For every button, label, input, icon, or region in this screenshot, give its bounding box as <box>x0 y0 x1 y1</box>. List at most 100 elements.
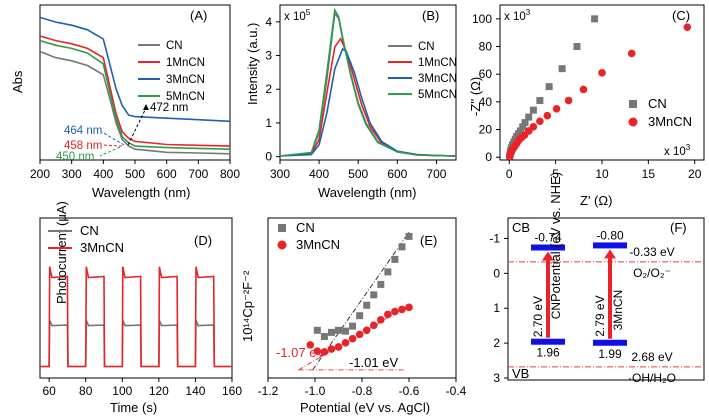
xtick-b-label: 500 <box>348 167 368 181</box>
xtick-d-label: 60 <box>42 384 56 398</box>
legend-c-marker-cn <box>629 100 637 108</box>
point-e-3mncn <box>348 334 357 343</box>
panel-d-label: (D) <box>194 233 212 248</box>
xtick-b-label: 300 <box>270 167 290 181</box>
point-e-3mncn <box>362 326 371 335</box>
xtick-d-label: 140 <box>185 384 205 398</box>
panel-b-label: (B) <box>422 8 439 23</box>
legend-cn: CN <box>166 40 183 52</box>
cb-bar-f <box>531 244 565 251</box>
vb-value-f: 1.99 <box>598 347 622 361</box>
point-c-cn <box>591 15 599 23</box>
xtick-e-label: -1.2 <box>258 384 279 398</box>
panel-d-frame <box>39 217 233 379</box>
point-e-cn <box>342 327 350 335</box>
ytick-f-label: -1 <box>489 231 500 245</box>
point-e-3mncn <box>384 310 392 319</box>
panel-f-label: (F) <box>670 220 687 235</box>
panel-b-yticks: 0 1 2 3 4 <box>265 15 280 164</box>
cb-value-f: -0.80 <box>596 228 624 242</box>
ytick-b-label: 1 <box>265 116 272 130</box>
panel-c: 0 5 10 15 20 0 20 40 60 80 100 x 103 x 103 -Z'' (… <box>468 4 705 208</box>
legend-e-marker-cn <box>278 224 286 232</box>
point-e-3mncn <box>369 321 378 330</box>
panel-c-legend: CN 3MnCN <box>628 96 692 129</box>
panel-c-series <box>505 15 692 161</box>
material-name-f: CN <box>549 302 563 319</box>
ref-f-species: O₂/O₂⁻ <box>633 266 671 280</box>
panel-a-legend: CN 1MnCN 3MnCN 5MnCN <box>138 40 205 103</box>
arrow-472 <box>127 107 147 146</box>
legend-5mncn: 5MnCN <box>166 91 205 103</box>
panel-d: 60 80 100 120 140 160 Photocurrent (μA) Time … <box>39 201 242 415</box>
annot-464: 464 nm <box>64 125 102 137</box>
xtick-d-label: 160 <box>222 384 242 398</box>
point-c-3mncn <box>627 49 636 58</box>
point-e-cn <box>377 280 385 288</box>
panel-c-label: (C) <box>672 8 690 23</box>
panel-e-legend: CN 3MnCN <box>277 220 340 252</box>
cb-value-f: -0.74 <box>534 231 562 245</box>
arrow-472-head <box>143 104 149 110</box>
point-c-cn <box>558 65 566 73</box>
point-c-3mncn <box>552 104 561 113</box>
panel-f-yticks: -1 0 1 2 3 <box>489 231 508 385</box>
panel-f-frame <box>507 217 705 381</box>
point-e-3mncn <box>313 347 322 355</box>
vb-bar-f <box>593 339 627 346</box>
point-c-3mncn <box>579 85 588 94</box>
point-c-cn <box>525 113 533 121</box>
point-e-cn <box>356 312 364 320</box>
panel-c-yticks: 0 20 40 60 80 100 <box>472 12 500 164</box>
panel-f: -1 0 1 2 3 -0.33 eV O₂/O₂⁻ 2.68 eV ·OH/H₂O -0.7… <box>489 172 705 385</box>
ref-f-value: -0.33 eV <box>629 245 674 259</box>
point-c-3mncn <box>683 23 692 31</box>
point-e-3mncn <box>327 345 336 353</box>
ytick-c-label: 80 <box>479 40 493 54</box>
ytick-c-label: 100 <box>472 12 492 26</box>
point-e-3mncn <box>377 316 385 324</box>
panel-d-xlabel: Time (s) <box>110 400 157 415</box>
panel-e-ylabel: 10¹⁴Cp⁻²F⁻² <box>240 270 255 342</box>
point-c-3mncn <box>598 69 606 77</box>
xtick-e-label: -0.8 <box>352 384 373 398</box>
legend-c-cn: CN <box>648 96 667 111</box>
point-e-3mncn <box>398 305 406 314</box>
point-c-cn <box>516 127 524 135</box>
panel-f-vb: VB <box>512 366 529 381</box>
panel-c-y-multiplier: x 103 <box>504 8 531 23</box>
legend-d-3mncn: 3MnCN <box>80 240 124 255</box>
point-c-3mncn <box>564 96 573 105</box>
xtick-a-label: 500 <box>125 167 145 181</box>
panel-b-ylabel: Intensity (a.u.) <box>245 23 260 105</box>
legend-e-marker-3mncn <box>277 240 287 250</box>
panel-c-frame <box>499 4 705 161</box>
xtick-d-label: 120 <box>149 384 169 398</box>
series-d-cn <box>40 320 232 368</box>
xtick-e-label: -0.4 <box>446 384 467 398</box>
point-c-cn <box>536 96 544 104</box>
legend-1mncn: 1MnCN <box>166 57 205 69</box>
panel-e-label: (E) <box>420 233 437 248</box>
legend-b-5mncn: 5MnCN <box>418 89 457 101</box>
point-e-cn <box>398 243 406 251</box>
xtick-b-label: 400 <box>309 167 329 181</box>
xtick-a-label: 800 <box>220 167 240 181</box>
panel-e: -1.2 -1.0 -0.8 -0.6 -0.4 10¹⁴Cp⁻²F⁻² Potenti… <box>240 217 467 415</box>
ytick-b-label: 3 <box>265 49 272 63</box>
panel-f-bands: -0.74 1.96 2.70 eV CN -0.80 1.99 2.79 eV 3MnCN <box>531 228 627 361</box>
point-e-3mncn <box>405 303 413 312</box>
panel-e-series <box>306 232 413 356</box>
legend-b-3mncn: 3MnCN <box>418 73 457 85</box>
point-e-cn <box>313 326 321 334</box>
panel-d-legend: CN 3MnCN <box>48 223 124 255</box>
point-e-cn <box>320 333 328 341</box>
panel-b-frame <box>279 4 457 161</box>
annot-458: 458 nm <box>64 140 102 152</box>
panel-a-series <box>39 16 231 155</box>
cb-bar-f <box>593 242 627 249</box>
legend-b-1mncn: 1MnCN <box>418 57 457 69</box>
xtick-d-label: 80 <box>79 384 93 398</box>
point-e-cn <box>335 326 342 334</box>
panel-b: 300 400 500 600 700 0 1 2 3 4 x 105 Intensity (a… <box>245 4 457 200</box>
